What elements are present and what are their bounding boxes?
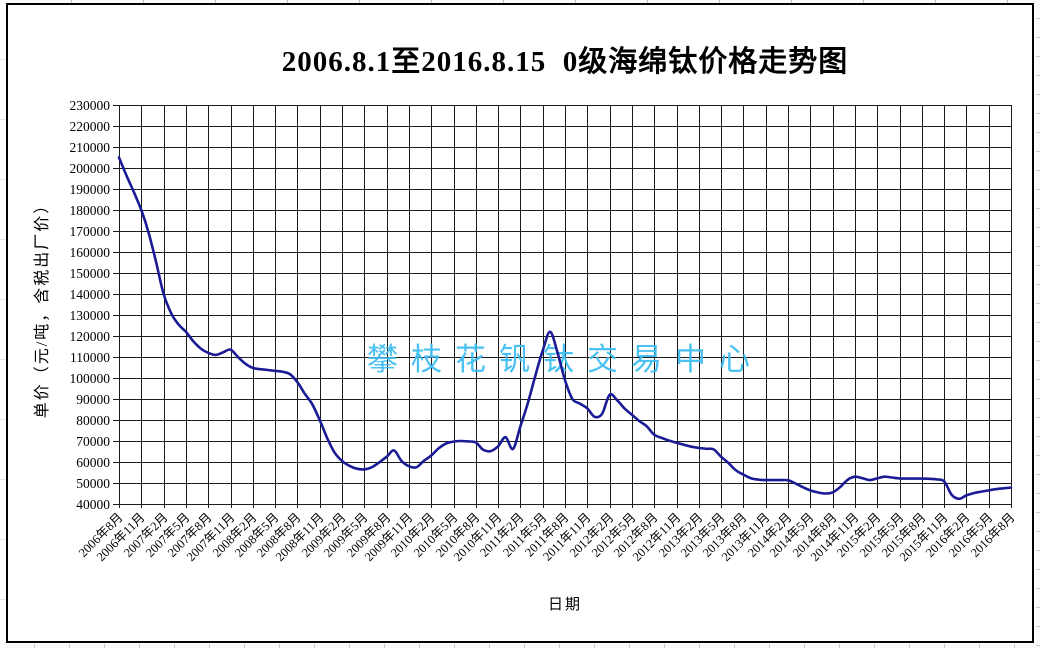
x-axis-title: 日期 (547, 597, 582, 613)
spreadsheet-edge-bottom (0, 644, 1040, 648)
chart-area (6, 3, 1034, 643)
y-axis-title: 单价（元/吨，含税出厂价） (34, 195, 51, 419)
chart-title: 2006.8.1至2016.8.15 0级海绵钛价格走势图 (281, 46, 849, 78)
spreadsheet-edge-top (0, 0, 1040, 3)
spreadsheet-edge-left (0, 0, 6, 648)
spreadsheet-edge-right (1036, 0, 1040, 648)
